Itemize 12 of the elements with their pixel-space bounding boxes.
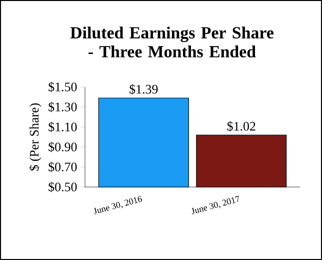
- x-tick-label: June 30, 2016: [94, 196, 142, 214]
- y-tick-label: $0.70: [48, 162, 77, 172]
- y-tick-label: $0.50: [48, 182, 77, 192]
- y-tick-label: $1.50: [48, 82, 77, 92]
- y-tick-label: $1.10: [48, 122, 77, 132]
- x-tick-label: June 30, 2017: [192, 196, 239, 214]
- data-label: $1.02: [227, 121, 256, 132]
- data-label: $1.39: [130, 84, 158, 94]
- y-tick-label: $0.90: [48, 142, 77, 152]
- y-axis-title: $ (Per Share): [29, 103, 42, 171]
- chart-title: Diluted Earnings Per Share - Three Months Ended: [70, 26, 274, 58]
- y-tick-label: $1.30: [48, 102, 77, 112]
